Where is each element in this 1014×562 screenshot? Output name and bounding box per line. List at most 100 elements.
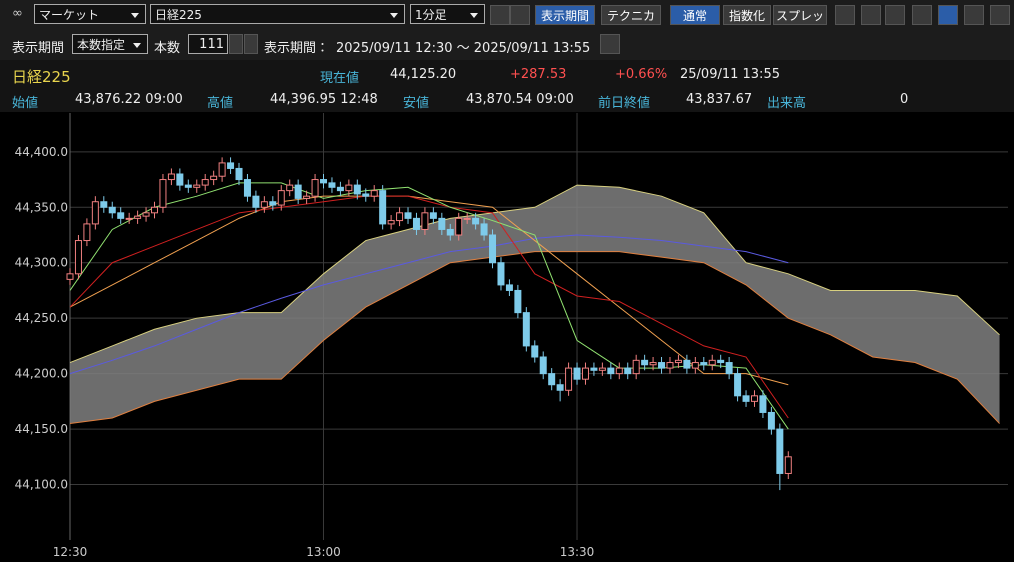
- candle-body: [353, 184, 361, 195]
- candle-body: [624, 367, 632, 375]
- next-button[interactable]: [510, 5, 530, 25]
- currency-button[interactable]: [964, 5, 984, 25]
- stat-label: 前日終値: [598, 96, 651, 111]
- candle-body: [176, 173, 184, 186]
- market-select[interactable]: マーケット: [34, 4, 146, 24]
- stat-value: 0: [900, 92, 909, 107]
- candle-body: [531, 345, 539, 358]
- candle-body: [767, 411, 775, 430]
- zoom-in-button[interactable]: [861, 5, 881, 25]
- cloud: [70, 185, 1000, 424]
- period-label: 表示期間: [12, 41, 65, 56]
- cloud-lower: [69, 251, 1000, 425]
- stat-label: 高値: [207, 96, 234, 111]
- candle-body: [734, 373, 742, 397]
- symbol-select[interactable]: 日経225: [150, 4, 405, 24]
- count-input[interactable]: 111: [188, 34, 228, 54]
- candle-body: [328, 182, 336, 188]
- technical-button[interactable]: テクニカル: [601, 5, 661, 43]
- y-tick-label: 44,150.0: [15, 422, 68, 436]
- zoom-out-button[interactable]: [885, 5, 905, 25]
- y-tick-label: 44,100.0: [15, 478, 68, 492]
- candle-body: [412, 217, 420, 230]
- candle-body: [455, 217, 463, 236]
- stat-label: 始値: [12, 96, 39, 111]
- indicator-line: [69, 195, 789, 419]
- cloud-upper: [69, 184, 1000, 364]
- candle-body: [489, 234, 497, 264]
- candle-body: [556, 384, 564, 391]
- prev-button[interactable]: [490, 5, 510, 25]
- candle-body: [480, 223, 488, 236]
- candle-body: [227, 162, 235, 169]
- y-tick-label: 44,400.0: [15, 145, 68, 159]
- indicator-line: [69, 234, 789, 375]
- period-button[interactable]: 表示期間: [535, 5, 595, 25]
- candle-body: [649, 362, 657, 366]
- candle-body: [210, 175, 218, 181]
- range-text: 2025/09/11 12:30 〜 2025/09/11 13:55: [336, 41, 591, 56]
- chart: 44,100.0 44,150.0 44,200.0 44,250.0 44,300.0…: [15, 113, 1008, 559]
- candle-body: [750, 395, 758, 402]
- candle-body: [396, 212, 404, 222]
- candle-body: [218, 162, 226, 177]
- candle-body: [691, 362, 699, 369]
- candle-body: [565, 367, 573, 391]
- y-tick-label: 44,300.0: [15, 256, 68, 270]
- candle-body: [235, 167, 243, 181]
- candle-body: [345, 184, 353, 192]
- candle-body: [759, 395, 767, 413]
- candle-body: [632, 359, 640, 375]
- candle-body: [404, 212, 412, 219]
- count-up[interactable]: [244, 34, 258, 54]
- reset-button[interactable]: [600, 34, 620, 54]
- count-down[interactable]: [229, 34, 243, 54]
- candle-body: [260, 201, 268, 208]
- candle-body: [336, 186, 344, 192]
- info-button[interactable]: [990, 5, 1010, 25]
- candle-body: [607, 367, 615, 375]
- candle-body: [725, 362, 733, 375]
- interval-select[interactable]: 1分足: [410, 4, 485, 24]
- candle-body: [522, 312, 530, 347]
- stat-value: 43,870.54 09:00: [466, 92, 574, 107]
- link-icon[interactable]: ∞: [12, 6, 23, 21]
- candle-body: [421, 212, 429, 230]
- candle-body: [573, 367, 581, 380]
- candle-body: [784, 456, 792, 474]
- draw-button[interactable]: [912, 5, 932, 25]
- mode-select[interactable]: 本数指定: [72, 34, 148, 54]
- candle-body: [125, 217, 133, 220]
- normal-button[interactable]: 通常: [670, 5, 720, 25]
- index-button[interactable]: 指数化: [723, 5, 771, 25]
- candle-body: [201, 179, 209, 186]
- candle-body: [387, 220, 395, 225]
- candle-body: [708, 359, 716, 366]
- candle-body: [294, 184, 302, 199]
- add-button[interactable]: [835, 5, 855, 25]
- chart-button[interactable]: [938, 5, 958, 25]
- candle-body: [83, 223, 91, 242]
- stats-row: 始値 43,876.22 09:00 高値 44,396.95 12:48 安値…: [0, 88, 1014, 112]
- candle-body: [277, 190, 285, 206]
- candle-body: [320, 179, 328, 184]
- change-pct: +0.66%: [615, 67, 668, 82]
- candle-body: [379, 190, 387, 225]
- candle-body: [658, 362, 666, 369]
- quote-time: 25/09/11 13:55: [680, 67, 780, 82]
- stat-label: 安値: [403, 96, 430, 111]
- candle-body: [142, 212, 150, 217]
- candle-body: [370, 190, 378, 197]
- x-tick-label: 13:30: [560, 545, 595, 559]
- candle-body: [539, 356, 547, 375]
- stat-value: 43,837.67: [686, 92, 753, 107]
- candle-body: [700, 362, 708, 366]
- candle-body: [581, 367, 589, 380]
- spread-button[interactable]: スプレッド: [773, 5, 827, 43]
- candle-body: [362, 193, 370, 197]
- candle-body: [514, 289, 522, 314]
- candle-body: [269, 201, 277, 206]
- candle-body: [615, 367, 623, 375]
- candle-body: [683, 359, 691, 369]
- candle-body: [497, 262, 505, 286]
